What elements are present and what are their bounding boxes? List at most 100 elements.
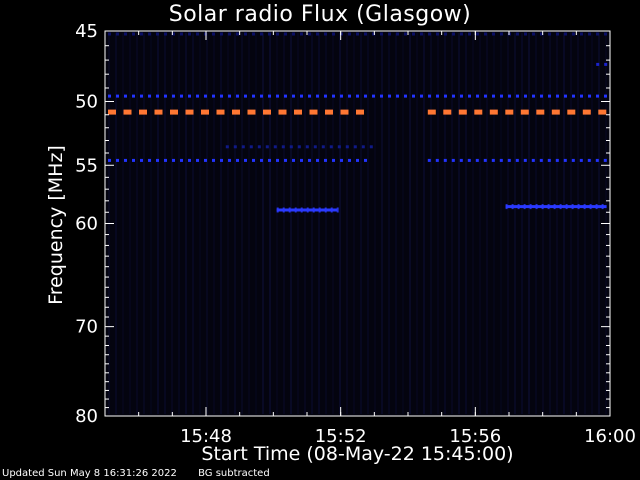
emission-dash-blue [356,32,359,36]
noise-streak [472,33,474,414]
emission-dash-blue [452,94,455,98]
emission-dash-blue [361,145,365,149]
noise-streak [367,33,369,414]
emission-dash-blue [444,94,447,98]
emission-dash-orange [505,109,514,115]
emission-dash-orange [201,109,209,115]
emission-speck [312,207,315,213]
emission-speck [583,204,586,210]
emission-dash-blue [260,32,263,36]
emission-dash-blue [540,32,543,36]
noise-streak [514,33,516,414]
noise-streak [269,33,271,414]
bg-note: BG subtracted [198,468,270,479]
emission-dash-blue [196,94,199,98]
emission-dash-blue [507,158,511,162]
emission-dash-blue [132,94,135,98]
emission-speck [336,207,339,213]
emission-dash-blue [475,158,479,162]
x-axis-label: Start Time (08-May-22 15:45:00) [201,443,514,465]
emission-dash-blue [337,145,341,149]
noise-streak [353,33,355,414]
noise-streak [570,33,572,414]
emission-dash-blue [436,32,439,36]
emission-dash-blue [108,158,111,162]
emission-dash-orange [325,109,333,115]
emission-dash-blue [188,94,191,98]
emission-dash-blue [156,32,159,36]
emission-dash-blue [524,32,527,36]
emission-dash-blue [532,94,535,98]
emission-dash-blue [228,94,231,98]
emission-dash-blue [273,145,277,149]
emission-dash-orange [154,109,163,115]
noise-streak [374,33,376,414]
emission-dash-blue [340,94,343,98]
emission-dash-blue [476,94,479,98]
emission-dash-blue [148,158,151,162]
emission-dash-blue [588,94,591,98]
emission-dash-orange [582,109,591,115]
noise-streak [577,33,579,414]
emission-dash-blue [443,158,447,162]
emission-dash-blue [289,145,293,149]
emission-dash-blue [244,32,247,36]
y-tick-label: 80 [75,406,98,427]
emission-dash-blue [523,158,527,162]
emission-dash-blue [233,145,237,149]
emission-dash-blue [244,158,247,162]
emission-dash-blue [547,158,551,162]
emission-dash-orange [356,109,364,115]
emission-dash-blue [356,94,359,98]
emission-dash-blue [316,158,319,162]
noise-streak [185,33,187,414]
emission-dash-blue [276,32,279,36]
emission-segment [505,205,607,209]
emission-dash-blue [308,158,311,162]
emission-dash-blue [556,94,559,98]
emission-dash-blue [380,32,383,36]
emission-dash-blue [579,158,583,162]
emission-dash-blue [260,158,263,162]
emission-dash-orange [536,109,545,115]
emission-dash-blue [468,32,471,36]
emission-speck [300,207,303,213]
emission-dash-blue [108,94,111,98]
emission-dash-blue [212,94,215,98]
x-tick-label: 15:52 [315,426,367,447]
plot-area [105,31,610,416]
emission-dash-blue [308,32,311,36]
noise-streak [227,33,229,414]
emission-dash-blue [300,32,303,36]
noise-streak [584,33,586,414]
emission-dash-blue [284,32,287,36]
emission-dash-blue [276,158,279,162]
emission-speck [288,207,291,213]
noise-streak [591,33,593,414]
emission-dash-blue [451,158,455,162]
emission-dash-blue [572,32,575,36]
noise-streak [416,33,418,414]
emission-dash-blue [388,94,391,98]
emission-dash-blue [268,32,271,36]
emission-dash-blue [228,32,231,36]
y-tick-label: 55 [75,155,98,176]
noise-streak [283,33,285,414]
emission-dash-blue [172,158,175,162]
emission-dash-blue [228,158,231,162]
emission-dash-blue [225,145,229,149]
axes: 45 50 55 60 70 80 15:48 15:52 15:56 16:00 [75,21,636,447]
emission-dash-orange [489,109,498,115]
emission-dash-blue [491,158,495,162]
emission-dash-orange [551,109,560,115]
emission-speck [318,207,321,213]
emission-dash-orange [170,109,178,115]
emission-dash-blue [332,94,335,98]
emission-dash-blue [452,32,455,36]
noise-streak [206,33,208,414]
emission-dash-blue [540,94,543,98]
noise-streak [199,33,201,414]
emission-dash-blue [284,94,287,98]
noise-streak [500,33,502,414]
emission-dash-blue [300,94,303,98]
